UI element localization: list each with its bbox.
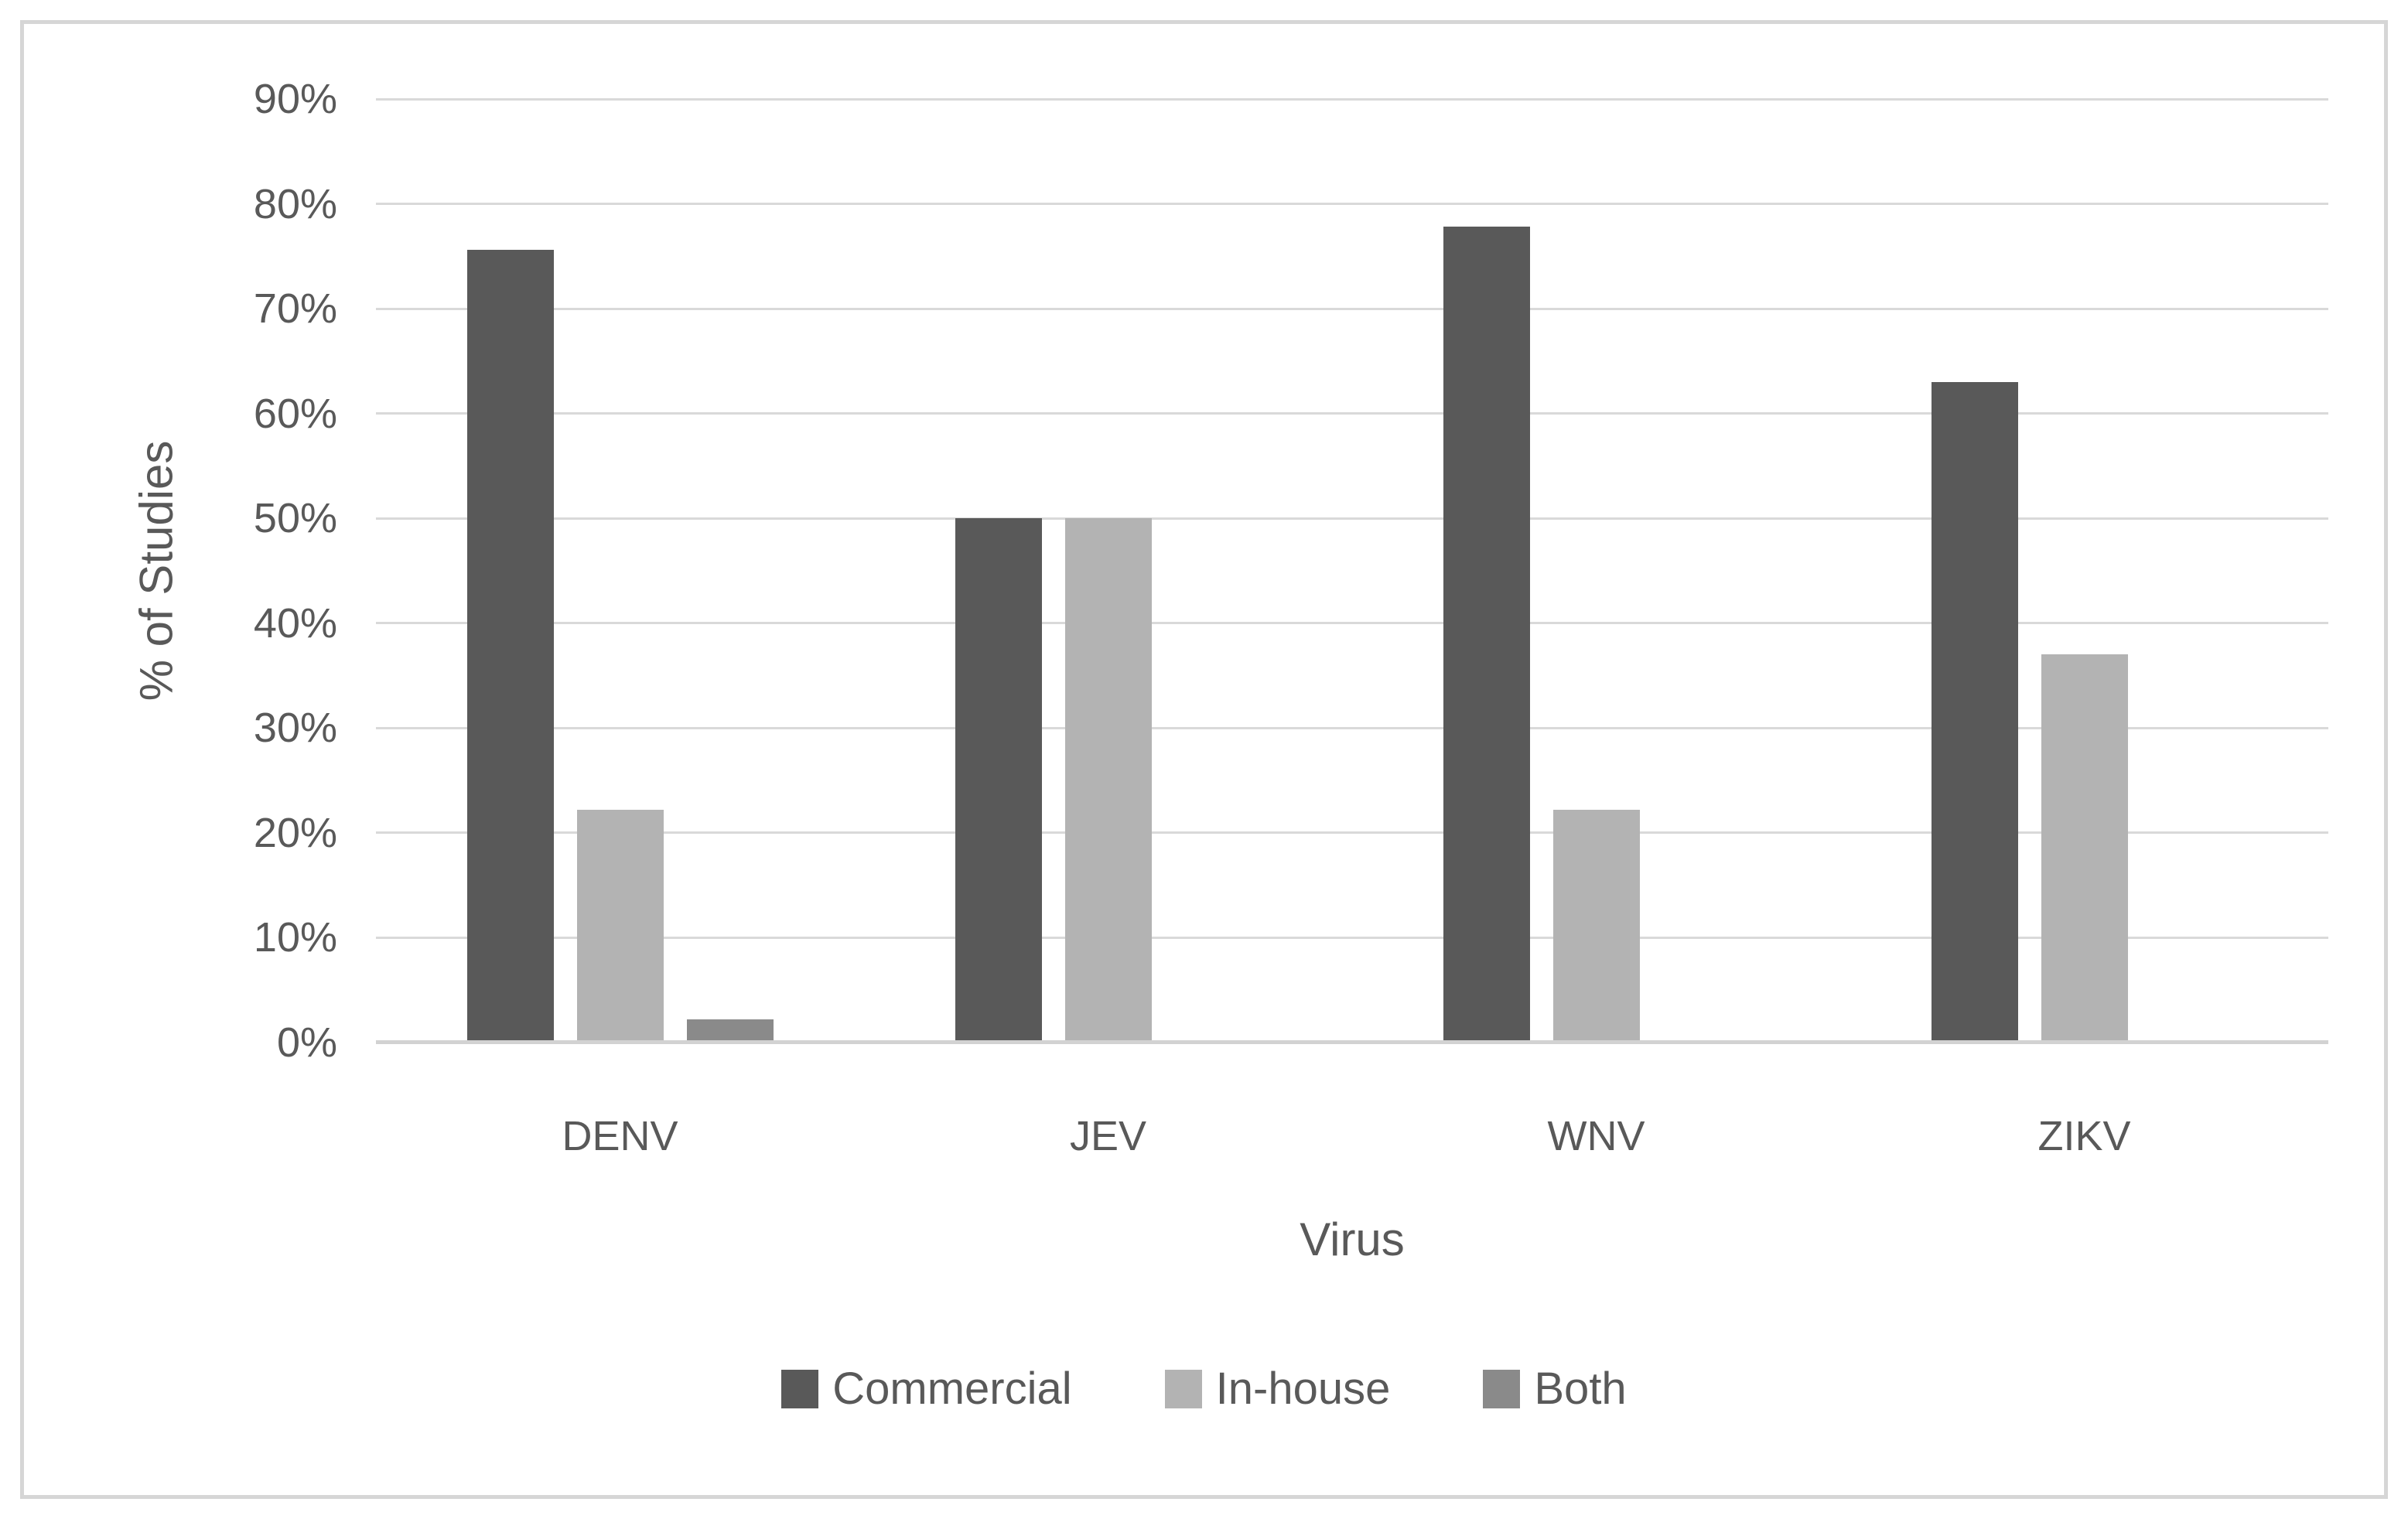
legend-label: In-house — [1215, 1364, 1391, 1414]
chart-legend: Commercial In-house Both — [0, 1366, 2408, 1412]
y-axis-tick-label: 60% — [253, 390, 337, 437]
y-axis-tick-label: 50% — [253, 495, 337, 542]
gridline — [376, 726, 2328, 729]
gridline — [376, 203, 2328, 206]
gridline — [376, 412, 2328, 415]
plot-area — [376, 97, 2328, 1044]
gridline — [376, 622, 2328, 625]
bar-commercial-zikv — [1931, 382, 2018, 1043]
legend-swatch-in-house — [1164, 1370, 1202, 1408]
gridline — [376, 831, 2328, 835]
bar-in-house-jev — [1064, 518, 1152, 1043]
x-axis-category-label: DENV — [562, 1113, 678, 1159]
y-axis-tick-label: 30% — [253, 705, 337, 752]
gridline — [376, 936, 2328, 939]
x-axis-category-label: ZIKV — [2037, 1113, 2131, 1159]
bar-commercial-denv — [466, 250, 554, 1043]
legend-swatch-commercial — [781, 1370, 819, 1408]
y-axis-tick-label: 0% — [276, 1019, 337, 1066]
legend-label: Commercial — [832, 1364, 1072, 1414]
y-axis-tick-label: 80% — [253, 180, 337, 227]
bar-in-house-zikv — [2041, 654, 2128, 1043]
bar-commercial-jev — [955, 518, 1042, 1043]
gridline — [376, 517, 2328, 520]
y-axis-tick-label: 20% — [253, 809, 337, 856]
bar-in-house-wnv — [1552, 810, 1640, 1043]
y-axis-tick-label: 90% — [253, 76, 337, 122]
y-axis-tick-label: 40% — [253, 599, 337, 647]
gridline — [376, 307, 2328, 310]
x-axis-title: Virus — [1300, 1213, 1405, 1265]
legend-item-in-house: In-house — [1164, 1364, 1391, 1414]
legend-item-both: Both — [1483, 1364, 1627, 1414]
bar-commercial-wnv — [1443, 227, 1530, 1043]
bar-in-house-denv — [576, 810, 664, 1043]
bar-both-denv — [686, 1019, 774, 1043]
legend-swatch-both — [1483, 1370, 1521, 1408]
legend-label: Both — [1534, 1364, 1627, 1414]
gridline — [376, 97, 2328, 101]
legend-item-commercial: Commercial — [781, 1364, 1072, 1414]
y-axis-tick-label: 70% — [253, 285, 337, 333]
x-axis-category-label: JEV — [1069, 1113, 1147, 1159]
x-axis-line — [376, 1040, 2328, 1044]
y-axis-title: % of Studies — [130, 440, 183, 701]
x-axis-category-label: WNV — [1547, 1113, 1645, 1159]
y-axis-tick-label: 10% — [253, 914, 337, 961]
